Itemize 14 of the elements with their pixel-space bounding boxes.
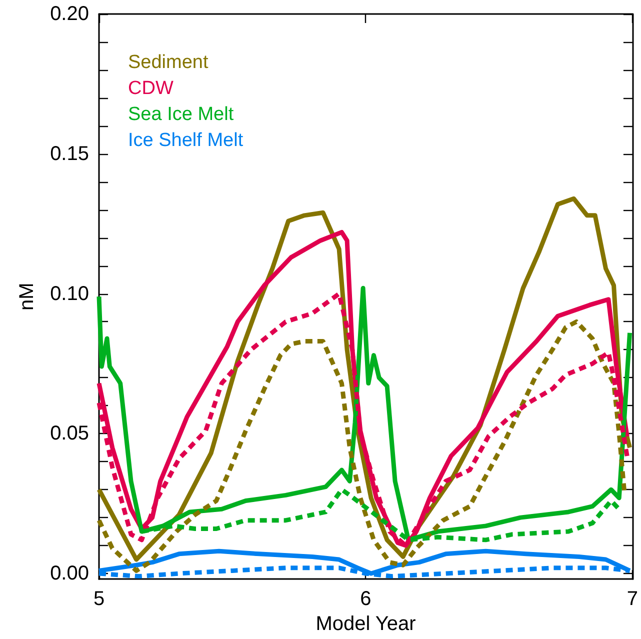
text: Sediment bbox=[128, 52, 209, 73]
y-axis-title: nM bbox=[16, 282, 38, 310]
y-tick-label: 0.20 bbox=[50, 3, 89, 25]
y-tick-label: 0.15 bbox=[50, 142, 89, 165]
y-tick-label: 0.05 bbox=[50, 422, 89, 445]
x-axis-title: Model Year bbox=[316, 613, 416, 635]
y-tick-label: 0.10 bbox=[50, 282, 89, 305]
x-tick-label: 6 bbox=[360, 588, 372, 610]
y-tick-label: 0.00 bbox=[50, 562, 89, 585]
text: Sea Ice Melt bbox=[128, 104, 234, 125]
x-tick-label: 7 bbox=[626, 588, 638, 610]
x-tick-label: 5 bbox=[93, 588, 105, 610]
text: CDW bbox=[128, 78, 174, 99]
text: Ice Shelf Melt bbox=[128, 130, 244, 151]
